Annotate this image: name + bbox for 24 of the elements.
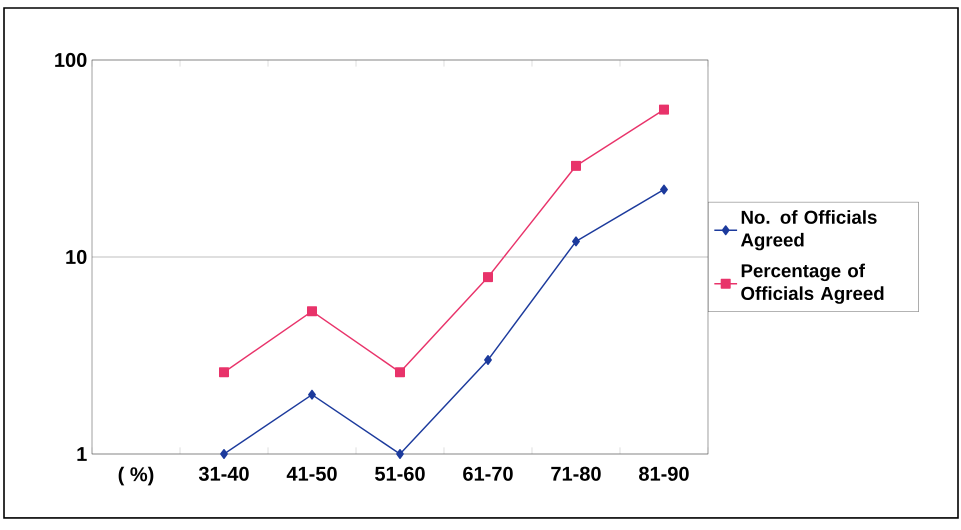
x-tick-label: ( %) xyxy=(118,466,154,486)
point xyxy=(658,104,669,115)
point xyxy=(219,367,230,378)
point xyxy=(660,184,668,195)
y-tick-label: 10 xyxy=(66,250,86,264)
point xyxy=(307,306,317,316)
x-tick-label: 81-90 xyxy=(639,466,689,481)
point xyxy=(395,367,405,378)
point xyxy=(482,272,493,282)
legend-label: Percentage of Officials Agreed xyxy=(741,264,884,304)
x-tick-label: 61-70 xyxy=(463,466,513,481)
x-tick-label: 31-40 xyxy=(198,466,249,481)
point xyxy=(220,448,228,459)
point xyxy=(570,160,581,171)
y-tick-label: 100 xyxy=(55,52,86,68)
y-tick-label: 1 xyxy=(77,447,87,461)
point xyxy=(484,354,492,365)
legend-label: No. of Officials Agreed xyxy=(740,210,877,250)
point xyxy=(396,448,404,459)
point xyxy=(572,236,580,246)
point xyxy=(308,390,316,400)
x-tick-label: 71-80 xyxy=(551,466,601,481)
x-tick-label: 51-60 xyxy=(375,466,425,481)
x-tick-label: 41-50 xyxy=(286,466,337,481)
